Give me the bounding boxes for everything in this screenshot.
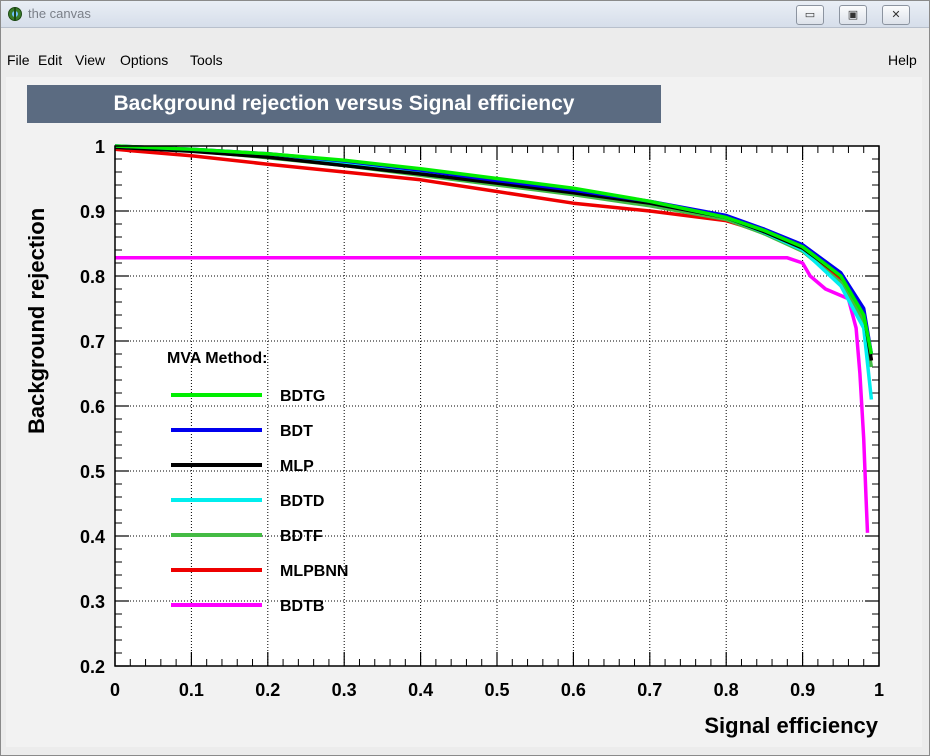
menu-tools[interactable]: Tools <box>190 52 223 68</box>
legend-label-mlp: MLP <box>280 458 314 475</box>
close-button[interactable]: ✕ <box>882 5 910 25</box>
plot-frame <box>114 145 880 667</box>
axis-ticks <box>114 145 880 667</box>
y-tick-label: 0.9 <box>80 202 105 222</box>
y-tick-label: 0.7 <box>80 332 105 352</box>
x-tick-label: 0.7 <box>637 680 662 700</box>
legend-label-bdtb: BDTB <box>280 598 324 615</box>
x-tick-label: 0.1 <box>179 680 204 700</box>
y-tick-label: 0.6 <box>80 397 105 417</box>
maximize-button[interactable]: ▣ <box>839 5 867 25</box>
menu-help[interactable]: Help <box>888 52 917 68</box>
minimize-button[interactable]: ▭ <box>796 5 824 25</box>
series-line-bdtg <box>114 144 874 355</box>
x-tick-label: 0.9 <box>790 680 815 700</box>
legend-label-bdt: BDT <box>280 423 313 440</box>
title-bar: the canvas ▭ ▣ ✕ <box>1 1 929 28</box>
legend-label-bdtf: BDTF <box>280 528 323 545</box>
menu-view[interactable]: View <box>75 52 106 68</box>
grid-lines <box>115 146 879 666</box>
chart-title: Background rejection versus Signal effic… <box>113 92 575 115</box>
x-tick-labels: 0 0.1 0.2 0.3 0.4 0.5 0.6 0.7 0.8 0.9 1 <box>110 680 884 700</box>
series-line-bdtb <box>115 256 870 533</box>
legend-label-mlpbnn: MLPBNN <box>280 563 348 580</box>
y-tick-label: 0.5 <box>80 462 105 482</box>
y-tick-label: 0.4 <box>80 527 105 547</box>
menu-edit[interactable]: Edit <box>38 52 63 68</box>
x-axis-label: Signal efficiency <box>704 713 878 738</box>
x-tick-label: 0 <box>110 680 120 700</box>
y-tick-label: 0.3 <box>80 592 105 612</box>
y-axis-label: Background rejection <box>24 208 49 434</box>
y-tick-label: 1 <box>95 137 105 157</box>
legend-label-bdtg: BDTG <box>280 388 325 405</box>
legend-title: MVA Method: <box>167 350 267 367</box>
x-tick-label: 0.2 <box>255 680 280 700</box>
x-tick-label: 0.5 <box>484 680 509 700</box>
series-lines <box>114 144 874 533</box>
chart-title-box: Background rejection versus Signal effic… <box>27 85 661 123</box>
legend-label-bdtd: BDTD <box>280 493 324 510</box>
x-tick-label: 0.6 <box>561 680 586 700</box>
x-tick-label: 1 <box>874 680 884 700</box>
y-tick-label: 0.2 <box>80 657 105 677</box>
x-tick-label: 0.8 <box>714 680 739 700</box>
x-tick-label: 0.3 <box>332 680 357 700</box>
legend: MVA Method: BDTG BDT MLP BDTD BDTF MLPBNN BDTB <box>167 350 348 615</box>
window-title: the canvas <box>28 6 91 21</box>
series-line-mlpbnn <box>114 147 874 361</box>
x-tick-label: 0.4 <box>408 680 433 700</box>
y-tick-labels: 0.2 0.3 0.4 0.5 0.6 0.7 0.8 0.9 1 <box>80 137 105 677</box>
menu-options[interactable]: Options <box>120 52 169 68</box>
y-tick-label: 0.8 <box>80 267 105 287</box>
root-app-icon <box>8 7 22 21</box>
menu-file[interactable]: File <box>7 52 30 68</box>
